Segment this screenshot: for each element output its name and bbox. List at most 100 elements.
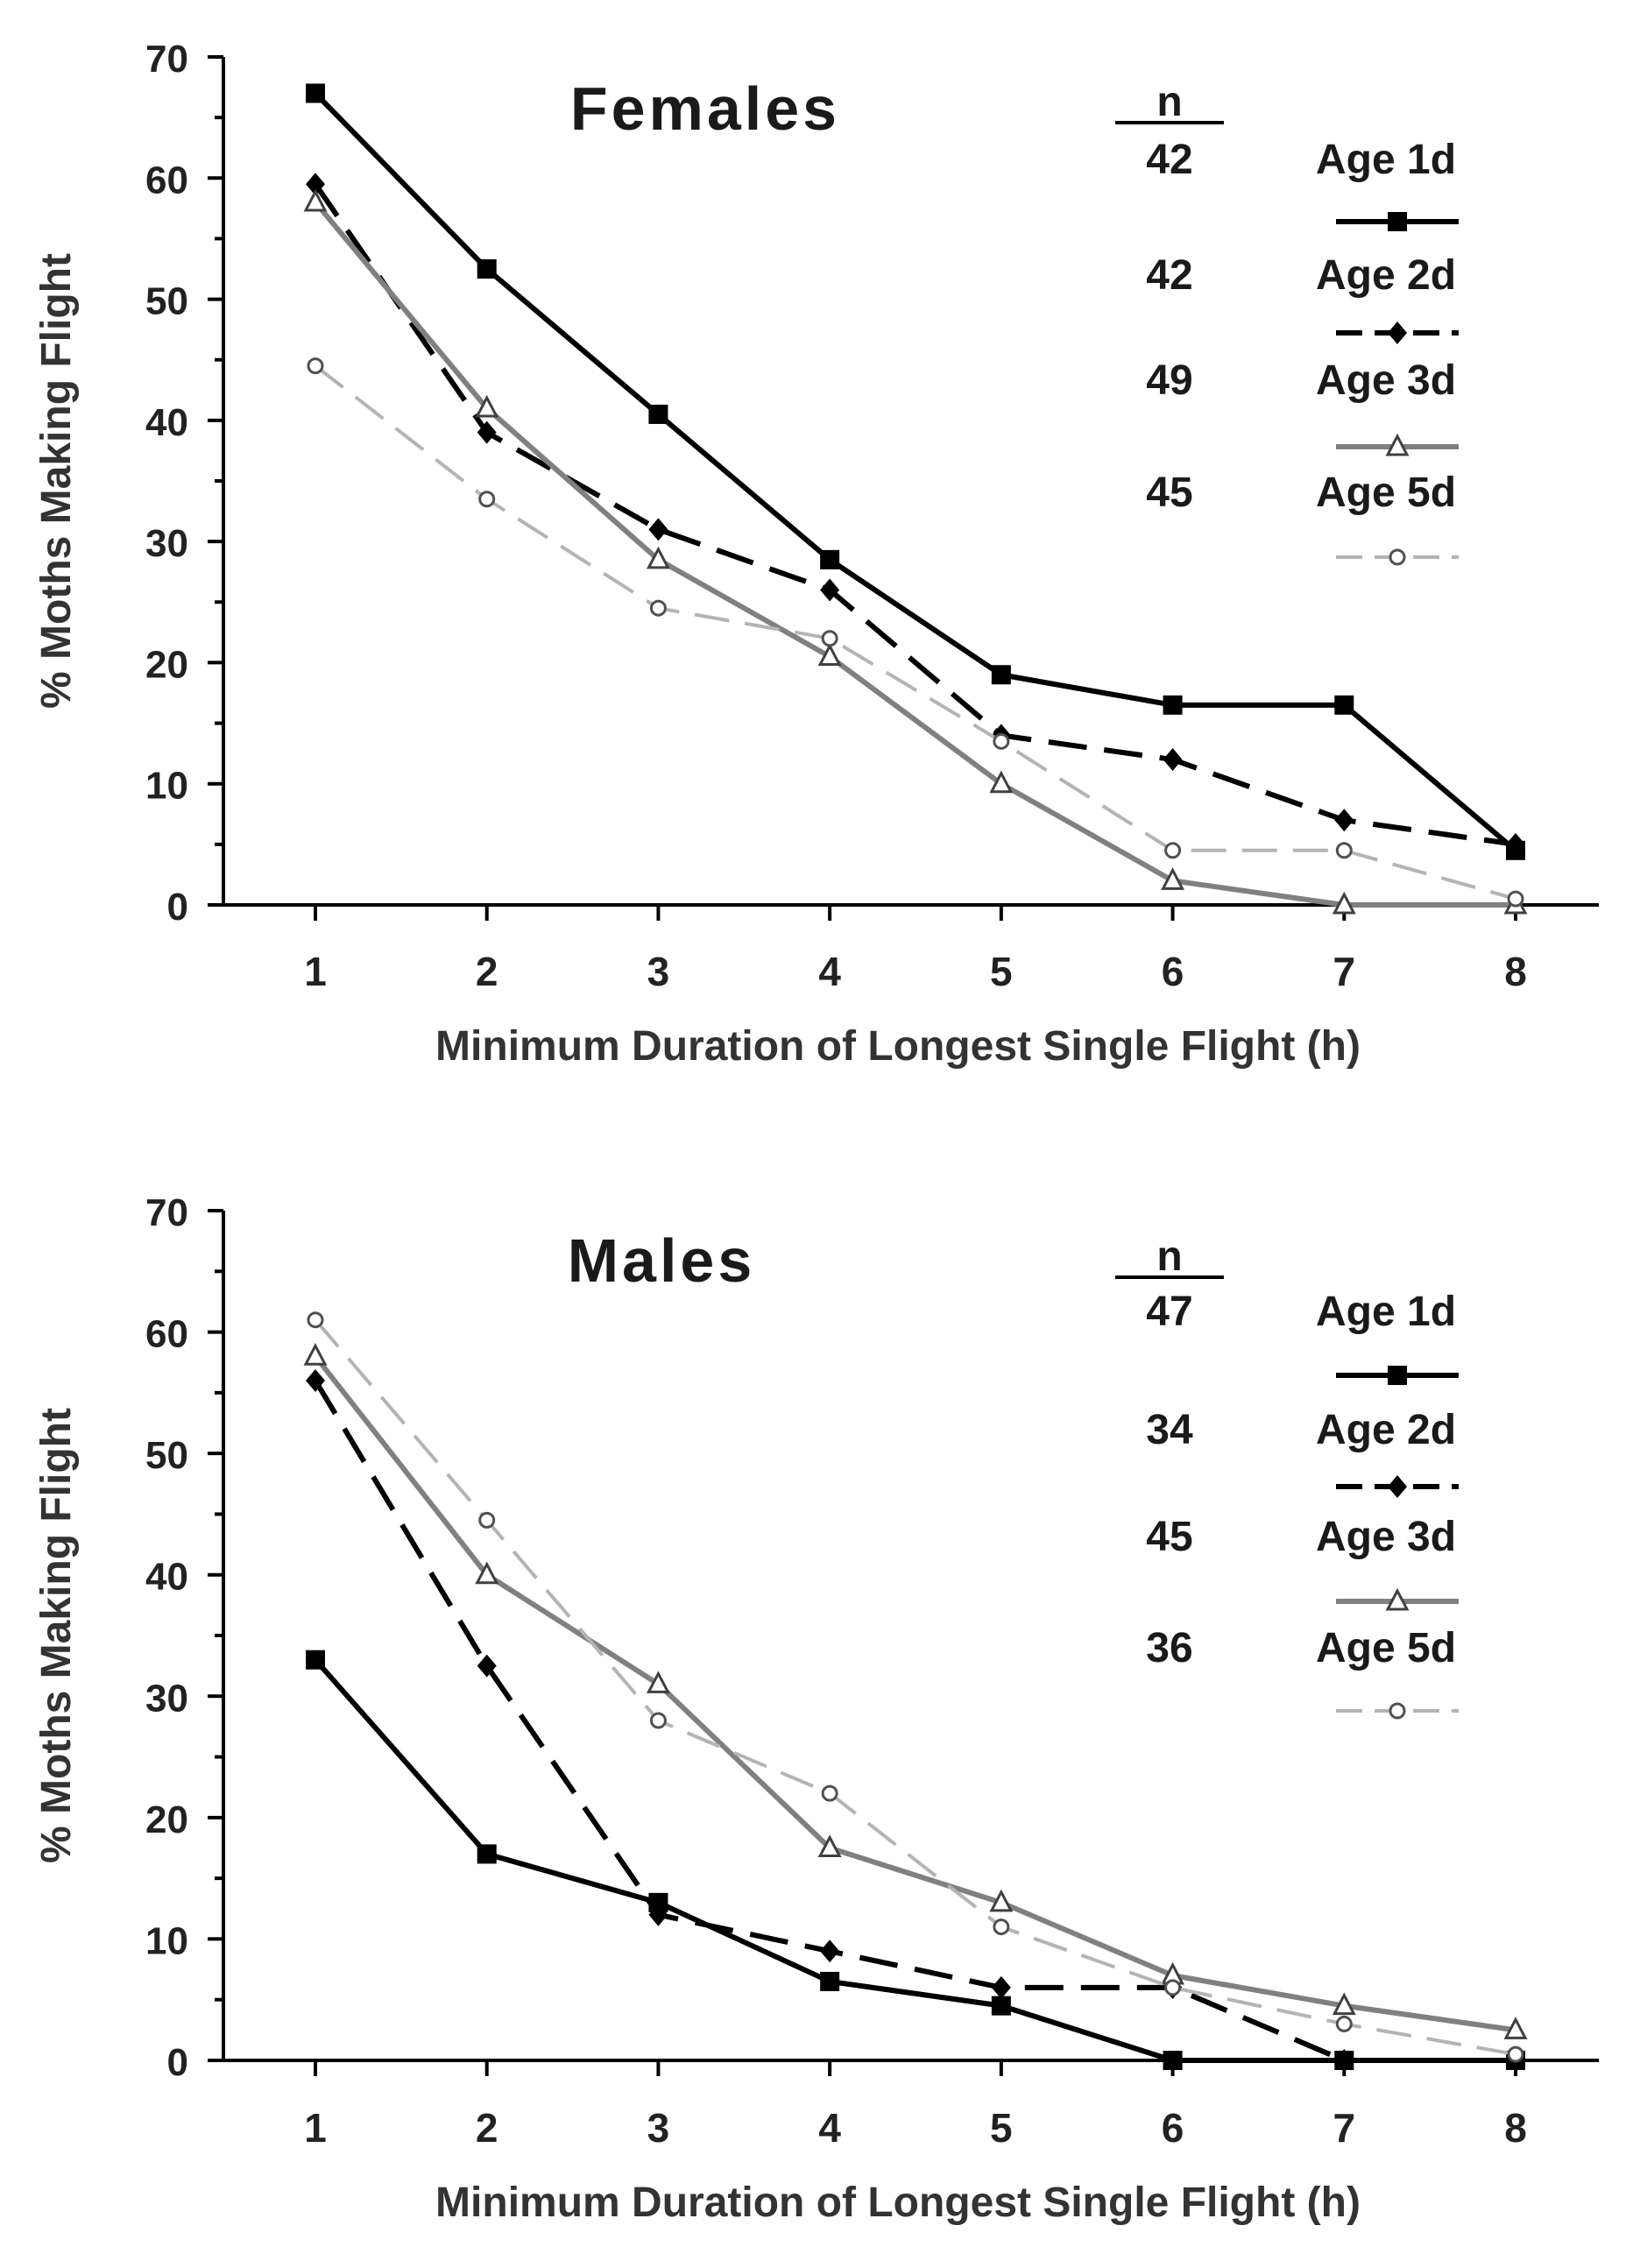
data-point [307, 357, 324, 375]
chart-title: Males [568, 1226, 756, 1295]
data-point [1332, 891, 1356, 915]
y-tick-label: 50 [145, 280, 188, 323]
y-tick-label: 60 [145, 159, 188, 201]
data-point [1163, 2051, 1183, 2070]
data-point [648, 518, 668, 541]
legend-label: Age 3d [1316, 1514, 1456, 1560]
data-point [1164, 842, 1182, 859]
y-tick-label: 40 [145, 401, 188, 444]
x-tick-label: 3 [647, 2105, 670, 2151]
legend-label: Age 1d [1316, 137, 1456, 183]
data-point [989, 770, 1014, 794]
data-point [1507, 2045, 1524, 2063]
legend-marker [1388, 212, 1407, 231]
data-point [648, 404, 668, 424]
x-tick-label: 8 [1504, 949, 1527, 994]
x-tick-label: 4 [818, 2105, 841, 2151]
data-point [306, 83, 325, 103]
series-line [313, 1354, 1516, 2033]
data-point [821, 630, 838, 647]
legend-label: Age 5d [1316, 1625, 1456, 1671]
data-point [475, 394, 499, 418]
legend-n-value: 42 [1146, 137, 1192, 183]
x-tick-label: 5 [990, 949, 1013, 994]
x-tick-label: 8 [1504, 2105, 1527, 2151]
data-point [306, 1369, 325, 1392]
data-point [646, 546, 670, 569]
y-axis-title: % Moths Making Flight [33, 1408, 80, 1863]
data-point [1163, 695, 1183, 715]
chart-title: Females [570, 74, 840, 143]
x-tick-label: 5 [990, 2105, 1013, 2151]
data-point [1334, 695, 1354, 715]
legend-marker [1385, 1587, 1410, 1611]
data-point [477, 1844, 497, 1864]
series-age-2d [306, 1369, 1525, 2072]
legend-n-value: 49 [1146, 357, 1192, 404]
data-point [306, 1650, 325, 1670]
x-tick-label: 7 [1333, 2105, 1355, 2151]
data-point [817, 643, 842, 667]
legend-marker [1389, 1702, 1406, 1720]
x-tick-label: 6 [1162, 949, 1184, 994]
x-tick-label: 7 [1333, 949, 1355, 994]
x-axis-title: Minimum Duration of Longest Single Fligh… [435, 1023, 1361, 1070]
legend-marker [1388, 321, 1407, 344]
data-point [820, 549, 840, 569]
y-tick-label: 20 [145, 1798, 188, 1841]
data-point [991, 1996, 1011, 2016]
data-point [1161, 867, 1185, 890]
series-line [313, 182, 1516, 847]
data-point [1334, 809, 1354, 832]
series-line [313, 201, 1516, 908]
y-tick-label: 70 [145, 38, 188, 81]
data-point [477, 259, 497, 279]
legend-n-header: n [1156, 1233, 1182, 1280]
data-point [820, 1971, 840, 1991]
legend-label: Age 3d [1316, 357, 1456, 404]
legend-label: Age 2d [1316, 1407, 1456, 1453]
data-point [477, 1654, 497, 1678]
y-tick-label: 0 [167, 886, 188, 929]
y-tick-label: 20 [145, 643, 188, 686]
data-point [478, 1511, 496, 1529]
data-point [817, 1834, 842, 1857]
x-axis-title: Minimum Duration of Longest Single Fligh… [435, 2180, 1361, 2226]
data-point [991, 665, 1011, 685]
y-tick-label: 0 [167, 2041, 188, 2084]
y-tick-label: 70 [145, 1191, 188, 1234]
y-tick-label: 50 [145, 1434, 188, 1477]
data-point [1332, 1992, 1356, 2016]
data-point [475, 1561, 499, 1585]
data-point [991, 1975, 1011, 1999]
data-point [649, 599, 667, 617]
legend-n-header: n [1156, 79, 1182, 125]
series-age-5d [307, 1311, 1524, 2063]
data-point [1164, 1979, 1182, 1996]
legend-n-value: 47 [1146, 1289, 1192, 1335]
legend-n-value: 42 [1146, 252, 1192, 299]
data-point [1334, 2049, 1354, 2072]
data-point [1506, 832, 1525, 856]
series-age-3d [303, 188, 1528, 915]
data-point [1503, 2017, 1528, 2039]
data-point [1335, 2015, 1353, 2032]
legend-marker [1388, 1475, 1407, 1498]
data-point [989, 1889, 1014, 1912]
y-tick-label: 10 [145, 765, 188, 808]
data-point [820, 1939, 840, 1963]
y-tick-label: 30 [145, 1677, 188, 1720]
data-point [477, 420, 497, 444]
legend-n-value: 34 [1146, 1407, 1193, 1453]
legend-marker [1389, 548, 1406, 566]
x-tick-label: 1 [304, 949, 327, 994]
series-line [313, 91, 1517, 853]
series-line [314, 364, 1516, 901]
legend-n-value: 45 [1146, 1514, 1192, 1560]
data-point [1507, 890, 1524, 908]
legend-label: Age 5d [1316, 470, 1456, 516]
data-point [1163, 748, 1183, 772]
